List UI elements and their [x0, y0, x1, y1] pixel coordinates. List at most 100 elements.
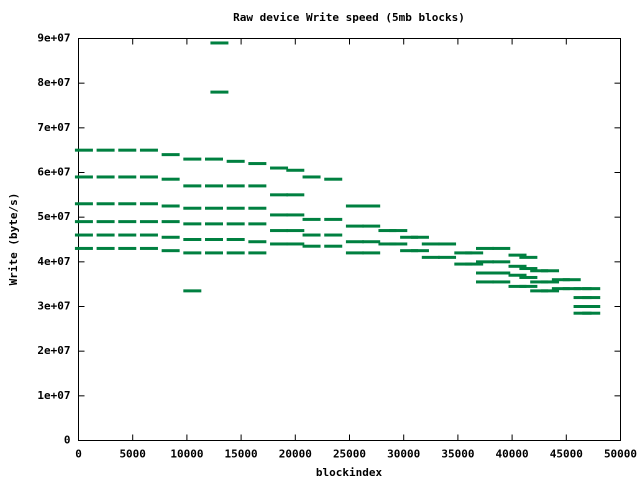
- data-point: [519, 267, 538, 271]
- data-point: [161, 249, 180, 253]
- data-point: [562, 278, 581, 282]
- data-point: [551, 287, 570, 291]
- data-point: [519, 275, 538, 279]
- data-point: [183, 157, 202, 161]
- data-point: [270, 242, 289, 246]
- data-point: [465, 251, 484, 255]
- data-point: [519, 255, 538, 259]
- data-point: [541, 269, 560, 273]
- data-point: [286, 213, 305, 217]
- data-point: [74, 202, 93, 206]
- x-tick-label: 20000: [279, 448, 312, 461]
- data-point: [324, 217, 343, 221]
- data-point: [410, 235, 429, 239]
- data-point: [410, 249, 429, 253]
- y-axis-label: Write (byte/s): [7, 193, 20, 286]
- data-point: [362, 251, 381, 255]
- data-point: [248, 184, 267, 188]
- data-point: [302, 175, 321, 179]
- data-point: [438, 242, 457, 246]
- data-point: [530, 289, 549, 293]
- x-tick-label: 50000: [604, 448, 637, 461]
- data-point: [541, 289, 560, 293]
- data-point: [345, 204, 364, 208]
- data-point: [508, 273, 527, 277]
- data-point: [362, 240, 381, 244]
- data-point: [324, 244, 343, 248]
- x-axis-label: blockindex: [316, 466, 383, 479]
- data-point: [139, 233, 158, 237]
- data-point: [492, 280, 511, 284]
- data-point: [183, 184, 202, 188]
- data-point: [324, 177, 343, 181]
- data-point: [362, 204, 381, 208]
- data-point: [96, 202, 115, 206]
- x-tick-label: 0: [75, 448, 82, 461]
- data-point: [286, 229, 305, 233]
- plot-frame: [78, 38, 621, 441]
- data-point: [492, 260, 511, 264]
- data-point: [302, 217, 321, 221]
- data-point: [139, 175, 158, 179]
- data-point: [210, 41, 229, 45]
- data-point: [248, 206, 267, 210]
- data-point: [96, 175, 115, 179]
- data-point: [205, 157, 223, 161]
- data-point: [389, 242, 408, 246]
- data-point: [205, 206, 223, 210]
- data-point: [139, 246, 158, 250]
- data-point: [183, 289, 202, 293]
- data-point: [508, 264, 527, 268]
- data-point: [139, 148, 158, 152]
- data-point: [183, 222, 202, 226]
- data-point: [476, 271, 494, 275]
- data-point: [454, 251, 473, 255]
- data-point: [582, 305, 601, 308]
- data-point: [226, 251, 245, 255]
- data-point: [582, 311, 601, 315]
- x-tick-label: 25000: [333, 448, 366, 461]
- data-point: [345, 224, 364, 228]
- data-point: [96, 246, 115, 250]
- data-point: [205, 184, 223, 188]
- chart-title: Raw device Write speed (5mb blocks): [233, 11, 465, 24]
- data-point: [454, 262, 473, 266]
- data-point: [248, 240, 267, 244]
- x-tick-label: 10000: [170, 448, 203, 461]
- data-point: [205, 238, 223, 241]
- data-point: [118, 148, 137, 152]
- data-point: [562, 287, 581, 291]
- data-point: [96, 220, 115, 224]
- y-tick-label: 3e+07: [37, 300, 70, 313]
- y-tick-label: 2e+07: [37, 344, 70, 357]
- y-tick-label: 4e+07: [37, 255, 70, 268]
- data-point: [582, 296, 601, 300]
- data-point: [96, 148, 115, 152]
- data-point: [378, 229, 397, 233]
- x-tick-label: 40000: [496, 448, 529, 461]
- data-point: [139, 220, 158, 224]
- data-point: [476, 280, 494, 284]
- y-tick-label: 7e+07: [37, 121, 70, 134]
- data-point: [118, 220, 137, 224]
- data-point: [421, 255, 440, 259]
- data-point: [74, 233, 93, 237]
- data-point: [530, 280, 549, 284]
- data-point: [302, 233, 321, 237]
- data-point: [270, 193, 289, 197]
- data-point: [362, 224, 381, 228]
- data-point: [74, 148, 93, 152]
- data-point: [421, 242, 440, 246]
- data-point: [96, 233, 115, 237]
- data-point: [438, 255, 457, 259]
- data-point: [183, 206, 202, 210]
- data-point: [465, 262, 484, 266]
- data-point: [118, 246, 137, 250]
- data-point: [508, 253, 527, 257]
- data-point: [270, 166, 289, 170]
- data-point: [74, 175, 93, 179]
- data-point: [161, 153, 180, 157]
- data-point: [248, 162, 267, 166]
- data-point: [118, 233, 137, 237]
- data-point: [541, 280, 560, 284]
